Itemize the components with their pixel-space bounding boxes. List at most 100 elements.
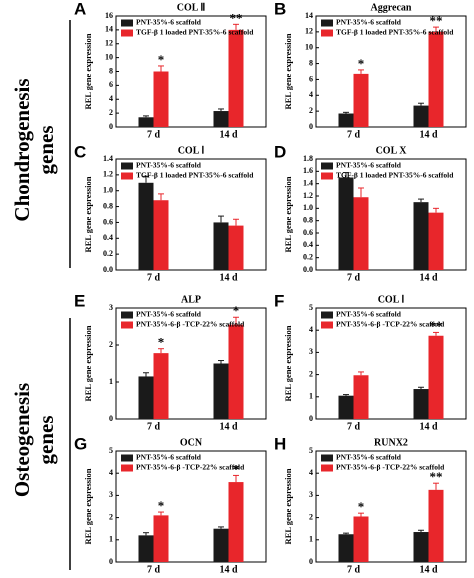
y-tick-label: 14 xyxy=(105,25,113,34)
plot-frame xyxy=(115,450,267,563)
legend-swatch xyxy=(321,19,333,27)
legend-swatch xyxy=(321,454,333,462)
bar xyxy=(228,225,244,270)
y-tick-label: 1.0 xyxy=(303,203,313,212)
bar xyxy=(353,197,369,270)
x-tick-label: 7 d xyxy=(147,272,161,283)
legend-label: PNT-35%-6-β -TCP-22% scaffold xyxy=(136,463,245,472)
bar xyxy=(428,212,444,270)
y-tick-label: 0 xyxy=(109,414,113,423)
y-axis-label: REL gene expression xyxy=(83,176,93,252)
y-tick-label: 2 xyxy=(109,108,113,117)
bar xyxy=(153,200,169,270)
y-tick-label: 4 xyxy=(309,325,313,334)
bar xyxy=(428,335,444,419)
significance: ** xyxy=(430,469,443,484)
legend-label: TGF-β 1 loaded PNT-35%-6 scaffold xyxy=(336,28,454,37)
y-tick-label: 1 xyxy=(109,377,113,386)
y-tick-label: 3 xyxy=(109,303,113,312)
y-tick-label: 1 xyxy=(109,535,113,544)
panel-letter: H xyxy=(274,434,286,453)
x-tick-label: 7 d xyxy=(147,564,161,575)
legend-label: PNT-35%-6 scaffold xyxy=(336,310,402,319)
chart-title: COL X xyxy=(376,145,408,156)
legend-swatch xyxy=(121,19,133,27)
y-tick-label: 1 xyxy=(309,392,313,401)
y-tick-label: 2 xyxy=(309,512,313,521)
bar xyxy=(138,182,154,270)
legend-swatch xyxy=(121,29,133,37)
legend-swatch xyxy=(121,162,133,170)
chart-title: OCN xyxy=(180,437,203,448)
y-tick-label: 0 xyxy=(309,122,313,131)
legend-label: PNT-35%-6 scaffold xyxy=(336,18,402,27)
legend-label: PNT-35%-6 scaffold xyxy=(136,161,202,170)
significance: * xyxy=(158,52,165,67)
bar xyxy=(213,363,229,419)
bar xyxy=(353,516,369,562)
bar xyxy=(153,515,169,562)
y-tick-label: 5 xyxy=(309,303,313,312)
y-axis-label: REL gene expression xyxy=(283,468,293,544)
side-label: genes xyxy=(34,416,58,465)
bar xyxy=(338,395,354,419)
panel-letter: C xyxy=(74,142,86,161)
chart-title: RUNX2 xyxy=(374,437,408,448)
y-tick-label: 0.6 xyxy=(303,228,313,237)
x-tick-label: 14 d xyxy=(219,421,238,432)
legend-swatch xyxy=(321,321,333,329)
y-tick-label: 3 xyxy=(109,490,113,499)
x-tick-label: 14 d xyxy=(419,129,438,140)
y-tick-label: 3 xyxy=(309,347,313,356)
significance: * xyxy=(233,303,240,318)
bar xyxy=(228,29,244,127)
legend-label: PNT-35%-6-β -TCP-22% scaffold xyxy=(336,320,445,329)
x-tick-label: 14 d xyxy=(219,129,238,140)
plot-frame xyxy=(315,307,467,420)
y-axis-label: REL gene expression xyxy=(83,325,93,401)
bar xyxy=(338,534,354,562)
significance: ** xyxy=(230,10,243,25)
y-tick-label: 1.2 xyxy=(303,191,313,200)
y-tick-label: 0 xyxy=(309,557,313,566)
legend-label: TGF-β 1 loaded PNT-35%-6 scaffold xyxy=(136,28,254,37)
bar xyxy=(213,222,229,270)
y-tick-label: 0.4 xyxy=(303,240,313,249)
chart-title: COL Ⅰ xyxy=(378,294,405,305)
y-tick-label: 0.6 xyxy=(103,217,113,226)
legend-label: PNT-35%-6 scaffold xyxy=(136,453,202,462)
legend-label: TGF-β 1 loaded PNT-35%-6 scaffold xyxy=(136,171,254,180)
legend-swatch xyxy=(321,172,333,180)
x-tick-label: 14 d xyxy=(419,272,438,283)
y-tick-label: 0.0 xyxy=(303,265,313,274)
y-tick-label: 16 xyxy=(105,11,113,20)
y-axis-label: REL gene expression xyxy=(283,325,293,401)
y-tick-label: 5 xyxy=(309,446,313,455)
bar xyxy=(153,71,169,127)
x-tick-label: 7 d xyxy=(347,129,361,140)
side-label: Chondrogenesis xyxy=(10,78,34,221)
y-tick-label: 4 xyxy=(309,468,313,477)
legend-swatch xyxy=(121,311,133,319)
y-tick-label: 1 xyxy=(309,535,313,544)
bar xyxy=(338,177,354,270)
legend-swatch xyxy=(121,321,133,329)
bar xyxy=(138,117,154,127)
bar xyxy=(413,105,429,127)
legend-label: PNT-35%-6 scaffold xyxy=(336,453,402,462)
x-tick-label: 7 d xyxy=(147,129,161,140)
significance: * xyxy=(358,499,365,514)
plot-frame xyxy=(115,307,267,420)
bar xyxy=(213,528,229,562)
bar xyxy=(138,535,154,562)
y-tick-label: 0.8 xyxy=(303,215,313,224)
y-tick-label: 2 xyxy=(109,512,113,521)
plot-frame xyxy=(315,15,467,128)
y-tick-label: 5 xyxy=(109,446,113,455)
y-tick-label: 0 xyxy=(109,557,113,566)
bar xyxy=(353,73,369,127)
y-tick-label: 0.2 xyxy=(103,249,113,258)
x-tick-label: 7 d xyxy=(147,421,161,432)
y-tick-label: 0.2 xyxy=(303,252,313,261)
y-tick-label: 0 xyxy=(109,122,113,131)
